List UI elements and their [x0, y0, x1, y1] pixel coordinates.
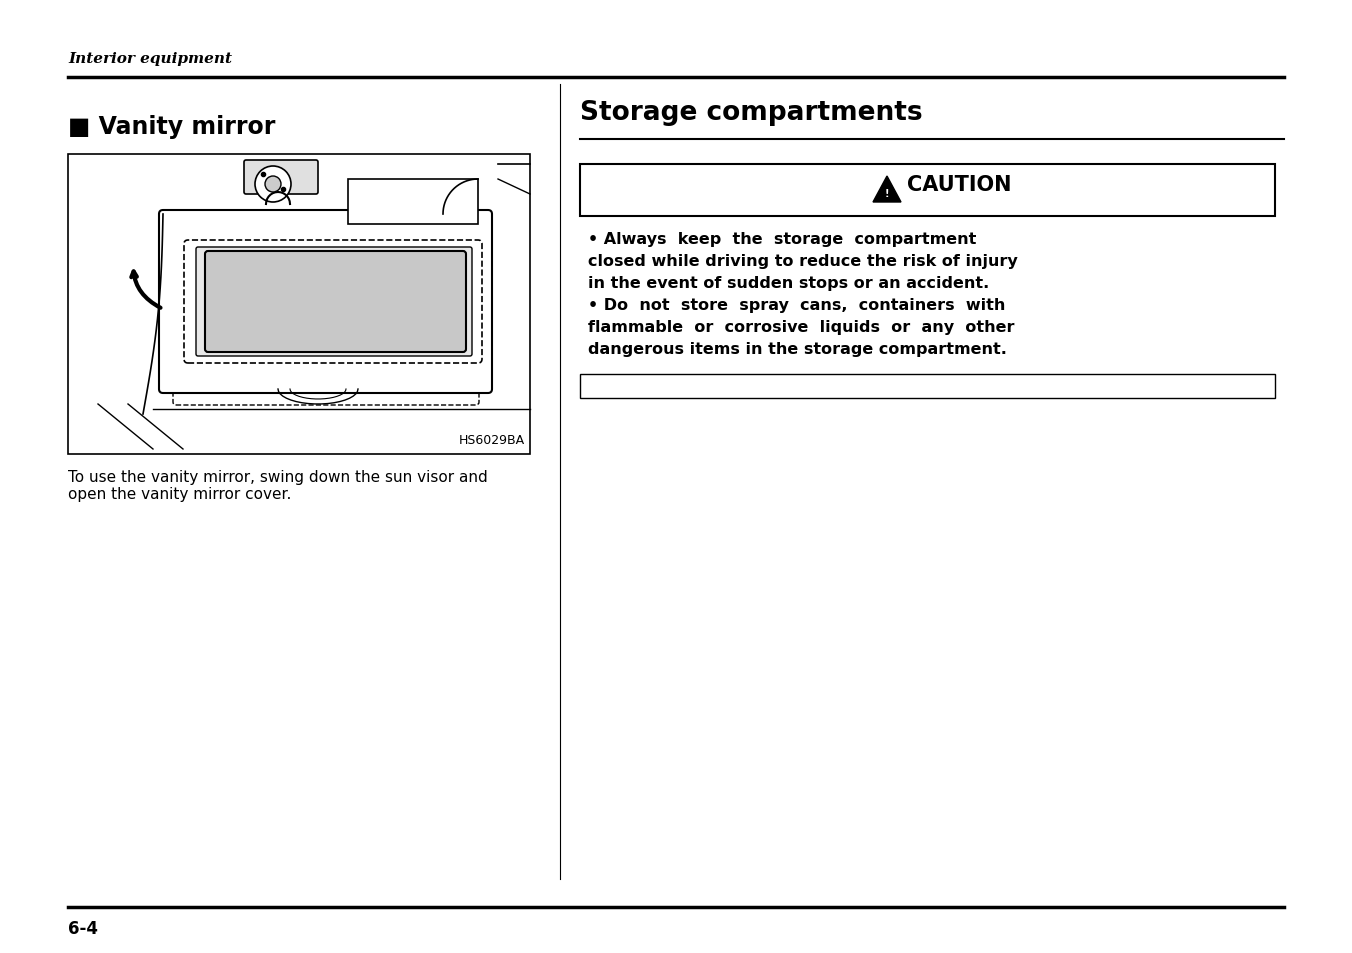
FancyBboxPatch shape [580, 165, 1275, 216]
FancyBboxPatch shape [68, 154, 530, 455]
Text: CAUTION: CAUTION [907, 174, 1011, 194]
FancyBboxPatch shape [347, 180, 479, 225]
FancyBboxPatch shape [196, 248, 472, 356]
FancyBboxPatch shape [243, 161, 318, 194]
FancyBboxPatch shape [173, 367, 479, 406]
Polygon shape [873, 177, 900, 203]
Text: in the event of sudden stops or an accident.: in the event of sudden stops or an accid… [588, 275, 990, 291]
Text: dangerous items in the storage compartment.: dangerous items in the storage compartme… [588, 341, 1007, 356]
Text: flammable  or  corrosive  liquids  or  any  other: flammable or corrosive liquids or any ot… [588, 319, 1014, 335]
Text: 6-4: 6-4 [68, 919, 97, 937]
Text: HS6029BA: HS6029BA [458, 434, 525, 447]
Text: closed while driving to reduce the risk of injury: closed while driving to reduce the risk … [588, 253, 1018, 269]
Text: ■ Vanity mirror: ■ Vanity mirror [68, 115, 276, 139]
FancyBboxPatch shape [580, 375, 1275, 398]
Text: • Do  not  store  spray  cans,  containers  with: • Do not store spray cans, containers wi… [588, 297, 1006, 313]
Text: To use the vanity mirror, swing down the sun visor and
open the vanity mirror co: To use the vanity mirror, swing down the… [68, 470, 488, 502]
Text: !: ! [884, 189, 890, 199]
Text: • Always  keep  the  storage  compartment: • Always keep the storage compartment [588, 232, 976, 247]
FancyBboxPatch shape [206, 252, 466, 353]
Text: Storage compartments: Storage compartments [580, 100, 922, 126]
Circle shape [265, 177, 281, 193]
Circle shape [256, 167, 291, 203]
FancyBboxPatch shape [160, 211, 492, 394]
Text: Interior equipment: Interior equipment [68, 52, 233, 66]
